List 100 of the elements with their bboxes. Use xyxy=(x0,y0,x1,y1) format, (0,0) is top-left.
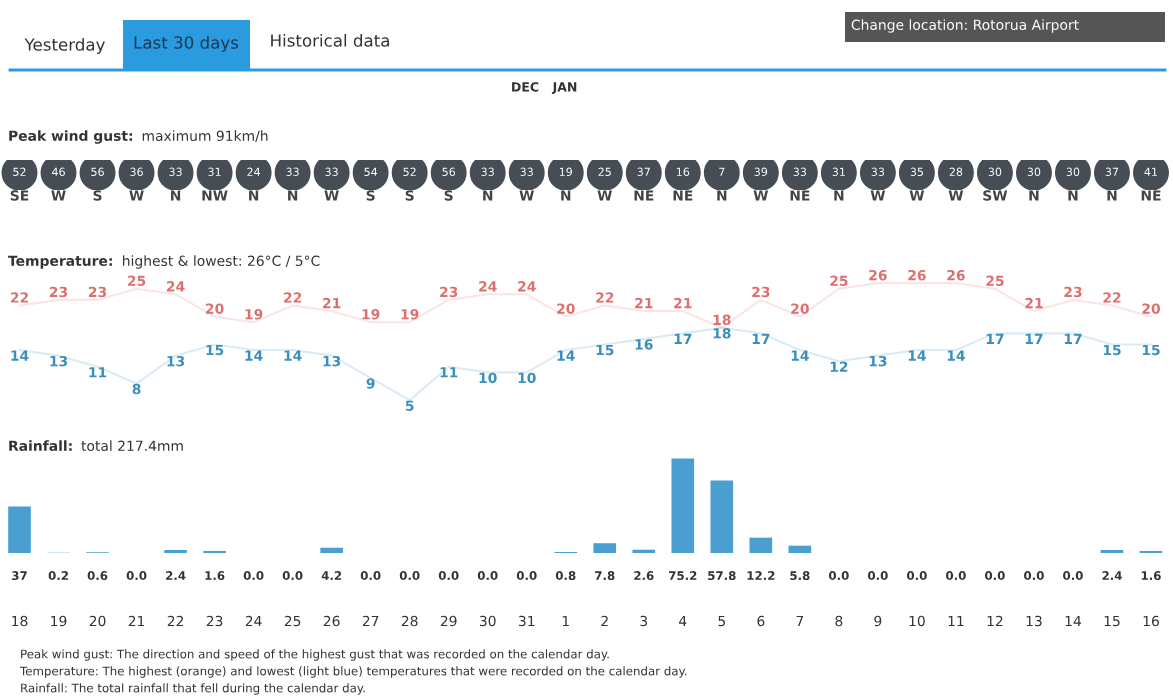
bar xyxy=(632,549,656,553)
data-label: 11 xyxy=(89,367,107,378)
data-label: 52 xyxy=(13,167,26,176)
data-label: 12.2 xyxy=(747,571,775,580)
category-label: N xyxy=(1029,190,1039,201)
data-label: 23 xyxy=(88,286,107,298)
data-label: 18 xyxy=(713,328,731,339)
data-label: 11 xyxy=(440,367,458,378)
data-label: 26 xyxy=(908,269,926,281)
data-label: 0.0 xyxy=(516,571,537,581)
data-label: 52 xyxy=(403,167,416,176)
data-label: 25 xyxy=(127,275,146,287)
data-label: 21 xyxy=(674,297,692,309)
data-label: 20 xyxy=(1142,303,1160,314)
category-label: N xyxy=(483,190,493,201)
data-label: 31 xyxy=(208,167,221,176)
data-label: 10 xyxy=(518,372,536,384)
category-label: W xyxy=(909,190,925,201)
data-label: 17 xyxy=(1064,333,1082,344)
data-label: 25 xyxy=(830,275,848,287)
data-label: 24 xyxy=(479,281,497,292)
data-label: 14 xyxy=(947,350,965,361)
x-tick-label: 25 xyxy=(284,615,301,627)
data-label: 2.4 xyxy=(1102,571,1122,580)
category-label: W xyxy=(597,190,612,201)
x-tick-label: 8 xyxy=(835,615,843,627)
x-tick-label: 26 xyxy=(323,615,340,627)
data-label: 46 xyxy=(52,167,65,176)
x-tick-label: 15 xyxy=(1104,615,1120,627)
bar xyxy=(164,549,187,553)
x-tick-label: 29 xyxy=(440,615,457,627)
category-label: SW xyxy=(983,190,1008,201)
x-tick-label: 24 xyxy=(245,615,262,627)
x-tick-label: 16 xyxy=(1143,615,1159,627)
data-label: 26 xyxy=(869,269,887,281)
data-label: 33 xyxy=(871,167,885,176)
data-label: 5.8 xyxy=(790,571,810,581)
x-tick-label: 9 xyxy=(874,615,882,627)
data-label: 21 xyxy=(635,297,653,309)
data-label: 17 xyxy=(674,333,692,344)
data-label: 20 xyxy=(206,303,224,314)
x-tick-label: 3 xyxy=(640,615,648,627)
data-label: 33 xyxy=(325,167,338,176)
data-label: 13 xyxy=(323,355,341,367)
category-label: W xyxy=(870,190,886,201)
bar xyxy=(320,547,343,553)
x-tick-label: 2 xyxy=(601,615,608,627)
category-label: W xyxy=(519,190,534,201)
data-label: 23 xyxy=(49,286,68,298)
category-label: W xyxy=(948,190,964,201)
x-tick-label: 4 xyxy=(679,615,687,627)
category-label: S xyxy=(405,190,414,201)
text: Temperature: The highest (orange) and lowest (light blue) temperatures that were recorded on the calendar day. xyxy=(19,666,687,678)
data-label: 0.0 xyxy=(399,571,420,581)
data-label: 20 xyxy=(557,303,575,314)
data-label: 0.8 xyxy=(555,571,576,581)
x-tick-label: 1 xyxy=(562,615,569,627)
x-tick-label: 10 xyxy=(909,615,925,627)
data-label: 2.4 xyxy=(166,571,186,580)
data-label: 0.0 xyxy=(477,571,498,581)
data-label: 0.0 xyxy=(243,571,264,581)
text: JAN xyxy=(551,82,577,94)
data-label: 21 xyxy=(323,297,341,309)
text: maximum 91km/h xyxy=(142,130,268,143)
x-tick-label: 21 xyxy=(128,615,145,627)
category-label: N xyxy=(1068,190,1078,201)
data-label: 21 xyxy=(1025,297,1043,309)
data-label: 25 xyxy=(986,275,1004,287)
data-label: 14 xyxy=(245,350,263,361)
x-tick-label: 28 xyxy=(401,615,418,627)
data-label: 28 xyxy=(949,167,963,176)
data-label: 2.6 xyxy=(634,571,654,581)
category-label: SE xyxy=(10,190,29,201)
x-tick-label: 7 xyxy=(796,615,804,627)
x-tick-label: 20 xyxy=(89,615,106,627)
text: Peak wind gust: xyxy=(9,130,133,144)
data-label: 23 xyxy=(752,286,770,298)
data-label: 0.0 xyxy=(867,571,888,581)
data-label: 4.2 xyxy=(321,571,342,580)
data-label: 37 xyxy=(637,167,650,176)
data-label: 30 xyxy=(1066,167,1080,176)
data-label: 16 xyxy=(635,339,653,350)
data-label: 0.0 xyxy=(985,571,1005,581)
text: Historical data xyxy=(271,33,389,47)
data-label: 0.0 xyxy=(282,571,303,581)
category-label: W xyxy=(324,190,339,201)
bar xyxy=(710,480,734,553)
data-label: 17 xyxy=(986,333,1004,344)
data-label: 22 xyxy=(10,292,28,303)
data-label: 19 xyxy=(362,309,380,320)
x-tick-label: 11 xyxy=(948,615,964,627)
data-label: 8 xyxy=(132,383,141,395)
chart-title: Rainfall: xyxy=(9,440,72,452)
text: Peak wind gust: The direction and speed of the highest gust that was recorded on the calendar day. xyxy=(21,649,609,661)
data-label: 17 xyxy=(752,333,770,344)
data-label: 56 xyxy=(91,167,104,176)
data-label: 0.6 xyxy=(87,571,108,581)
category-label: S xyxy=(366,190,375,201)
x-tick-label: 18 xyxy=(12,615,28,627)
x-tick-label: 31 xyxy=(518,615,535,627)
